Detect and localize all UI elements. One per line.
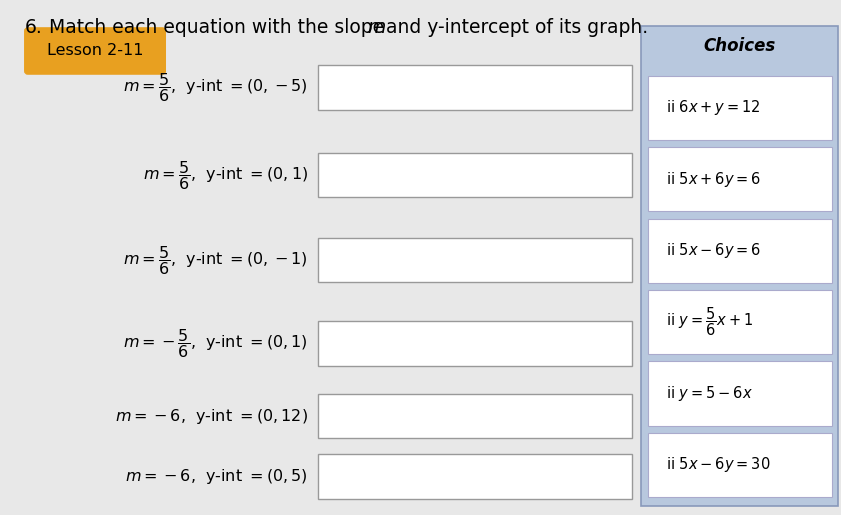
Text: 6.: 6. [25, 18, 43, 37]
FancyBboxPatch shape [648, 76, 832, 140]
Text: $m = \dfrac{5}{6}$,  y-int $= (0,-5)$: $m = \dfrac{5}{6}$, y-int $= (0,-5)$ [123, 71, 308, 104]
Text: $m = -6$,  y-int $= (0, 5)$: $m = -6$, y-int $= (0, 5)$ [125, 467, 308, 486]
FancyBboxPatch shape [318, 321, 632, 366]
Text: $m = -\dfrac{5}{6}$,  y-int $= (0, 1)$: $m = -\dfrac{5}{6}$, y-int $= (0, 1)$ [123, 327, 308, 360]
FancyBboxPatch shape [641, 26, 838, 506]
FancyBboxPatch shape [648, 362, 832, 425]
Text: Choices: Choices [704, 38, 775, 55]
Text: and y-intercept of its graph.: and y-intercept of its graph. [380, 18, 648, 37]
FancyBboxPatch shape [648, 218, 832, 283]
FancyBboxPatch shape [24, 28, 166, 74]
FancyBboxPatch shape [318, 454, 632, 499]
FancyBboxPatch shape [648, 433, 832, 497]
Text: $m$: $m$ [367, 18, 386, 37]
Text: Match each equation with the slope: Match each equation with the slope [49, 18, 390, 37]
Text: $\mathsf{ii}\ $$5x - 6y = 6$: $\mathsf{ii}\ $$5x - 6y = 6$ [666, 241, 761, 260]
Text: $\mathsf{ii}\ $$6x + y = 12$: $\mathsf{ii}\ $$6x + y = 12$ [666, 98, 760, 117]
FancyBboxPatch shape [648, 290, 832, 354]
Text: $\mathsf{ii}\ $$y = \dfrac{5}{6}x + 1$: $\mathsf{ii}\ $$y = \dfrac{5}{6}x + 1$ [666, 306, 753, 338]
FancyBboxPatch shape [318, 238, 632, 282]
Text: $\mathsf{ii}\ $$y = 5 - 6x$: $\mathsf{ii}\ $$y = 5 - 6x$ [666, 384, 753, 403]
FancyBboxPatch shape [318, 394, 632, 438]
Text: $\mathsf{ii}\ $$5x + 6y = 6$: $\mathsf{ii}\ $$5x + 6y = 6$ [666, 170, 761, 188]
FancyBboxPatch shape [318, 153, 632, 197]
FancyBboxPatch shape [318, 65, 632, 110]
Text: $m = -6$,  y-int $= (0, 12)$: $m = -6$, y-int $= (0, 12)$ [115, 407, 308, 425]
Text: Lesson 2-11: Lesson 2-11 [47, 43, 143, 59]
Text: $\mathsf{ii}\ $$5x - 6y = 30$: $\mathsf{ii}\ $$5x - 6y = 30$ [666, 455, 770, 474]
Text: $m = \dfrac{5}{6}$,  y-int $= (0, 1)$: $m = \dfrac{5}{6}$, y-int $= (0, 1)$ [143, 159, 308, 192]
Text: $m = \dfrac{5}{6}$,  y-int $= (0,-1)$: $m = \dfrac{5}{6}$, y-int $= (0,-1)$ [123, 244, 308, 277]
FancyBboxPatch shape [648, 147, 832, 211]
